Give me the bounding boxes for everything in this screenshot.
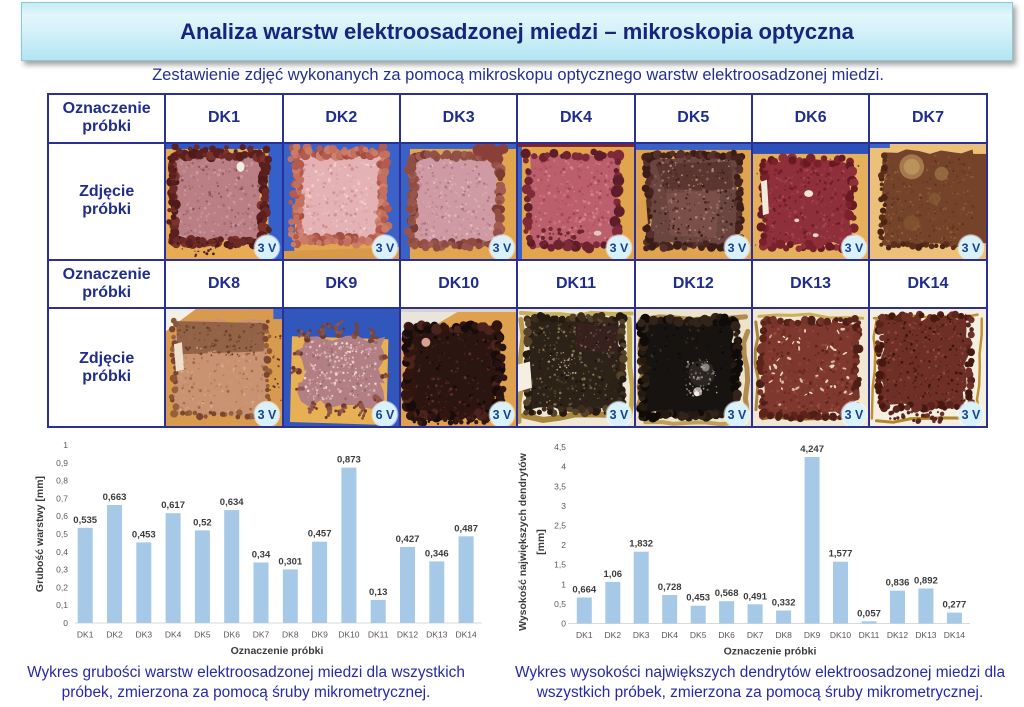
svg-text:3 V: 3 V xyxy=(258,241,277,255)
svg-text:3 V: 3 V xyxy=(727,408,746,422)
svg-text:3 V: 3 V xyxy=(845,408,864,422)
svg-text:3 V: 3 V xyxy=(493,241,512,255)
svg-text:3 V: 3 V xyxy=(727,241,746,255)
svg-text:3 V: 3 V xyxy=(610,241,629,255)
svg-text:3 V: 3 V xyxy=(258,408,277,422)
svg-text:3 V: 3 V xyxy=(610,408,629,422)
svg-text:6 V: 6 V xyxy=(375,408,394,422)
svg-text:3 V: 3 V xyxy=(962,241,981,255)
svg-text:3 V: 3 V xyxy=(493,408,512,422)
svg-text:3 V: 3 V xyxy=(845,241,864,255)
svg-text:3 V: 3 V xyxy=(375,241,394,255)
